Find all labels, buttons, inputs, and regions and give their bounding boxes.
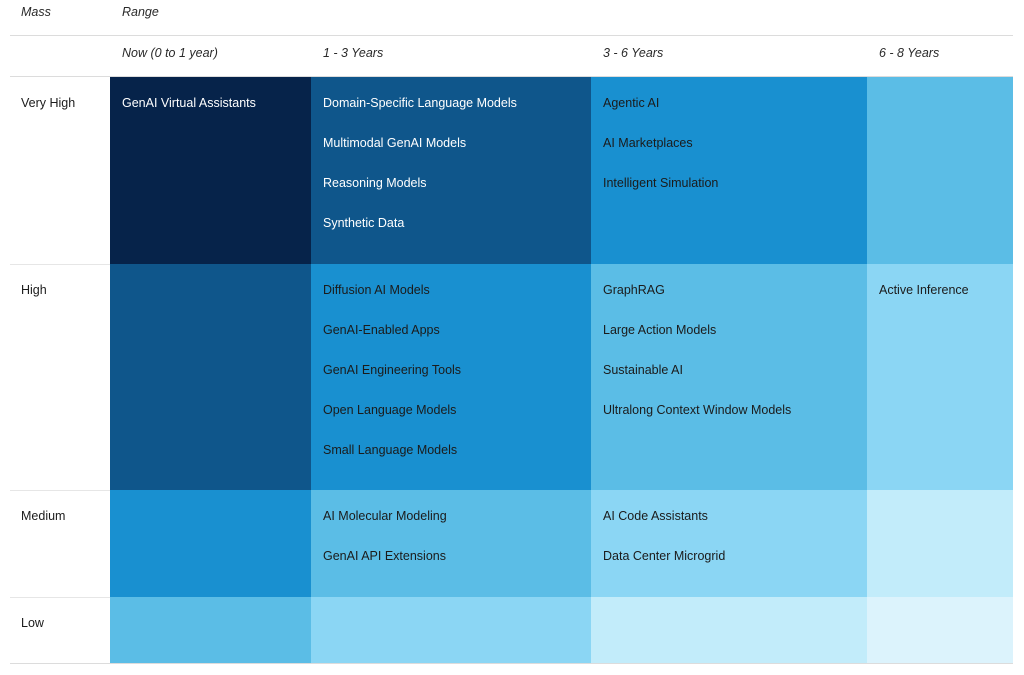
- row-label-high: High: [21, 283, 47, 297]
- cell-low-6-8-years: [867, 597, 1013, 663]
- technology-item: GenAI Virtual Assistants: [122, 96, 256, 110]
- header-divider: [10, 35, 1013, 36]
- technology-item: GenAI-Enabled Apps: [323, 323, 440, 337]
- row-divider: [10, 264, 110, 265]
- cell-high-6-8-years: [867, 264, 1013, 490]
- technology-item: Data Center Microgrid: [603, 549, 726, 563]
- cell-low-now-0-to-1-year: [110, 597, 311, 663]
- row-label-medium: Medium: [21, 509, 66, 523]
- row-divider: [10, 597, 110, 598]
- technology-item: GraphRAG: [603, 283, 665, 297]
- cell-high-3-6-years: [591, 264, 867, 490]
- cell-very-high-6-8-years: [867, 77, 1013, 264]
- technology-item: GenAI API Extensions: [323, 549, 446, 563]
- body-top-divider: [10, 76, 1013, 77]
- technology-item: AI Molecular Modeling: [323, 509, 447, 523]
- cell-medium-1-3-years: [311, 490, 591, 597]
- technology-item: Sustainable AI: [603, 363, 683, 377]
- column-header-now-0-to-1-year: Now (0 to 1 year): [122, 46, 218, 60]
- cell-low-3-6-years: [591, 597, 867, 663]
- technology-item: Domain-Specific Language Models: [323, 96, 517, 110]
- technology-item: Intelligent Simulation: [603, 176, 719, 190]
- row-label-very-high: Very High: [21, 96, 76, 110]
- row-label-low: Low: [21, 616, 44, 630]
- technology-item: AI Code Assistants: [603, 509, 708, 523]
- cell-high-now-0-to-1-year: [110, 264, 311, 490]
- technology-item: Open Language Models: [323, 403, 457, 417]
- range-header: Range: [122, 5, 159, 19]
- technology-item: Large Action Models: [603, 323, 717, 337]
- technology-item: Reasoning Models: [323, 176, 427, 190]
- bottom-divider: [10, 663, 1013, 664]
- row-divider: [10, 490, 110, 491]
- technology-item: GenAI Engineering Tools: [323, 363, 462, 377]
- cell-very-high-1-3-years: [311, 77, 591, 264]
- technology-item: Agentic AI: [603, 96, 660, 110]
- cell-high-1-3-years: [311, 264, 591, 490]
- column-header-6-8-years: 6 - 8 Years: [879, 46, 940, 60]
- technology-item: Synthetic Data: [323, 216, 405, 230]
- cell-medium-now-0-to-1-year: [110, 490, 311, 597]
- technology-item: Active Inference: [879, 283, 969, 297]
- cell-very-high-3-6-years: [591, 77, 867, 264]
- technology-item: Ultralong Context Window Models: [603, 403, 792, 417]
- cell-low-1-3-years: [311, 597, 591, 663]
- technology-item: Small Language Models: [323, 443, 458, 457]
- cell-medium-3-6-years: [591, 490, 867, 597]
- cell-very-high-now-0-to-1-year: [110, 77, 311, 264]
- technology-item: AI Marketplaces: [603, 136, 693, 150]
- technology-item: Multimodal GenAI Models: [323, 136, 467, 150]
- technology-item: Diffusion AI Models: [323, 283, 430, 297]
- mass-header: Mass: [21, 5, 51, 19]
- column-header-3-6-years: 3 - 6 Years: [603, 46, 664, 60]
- cell-medium-6-8-years: [867, 490, 1013, 597]
- column-header-1-3-years: 1 - 3 Years: [323, 46, 384, 60]
